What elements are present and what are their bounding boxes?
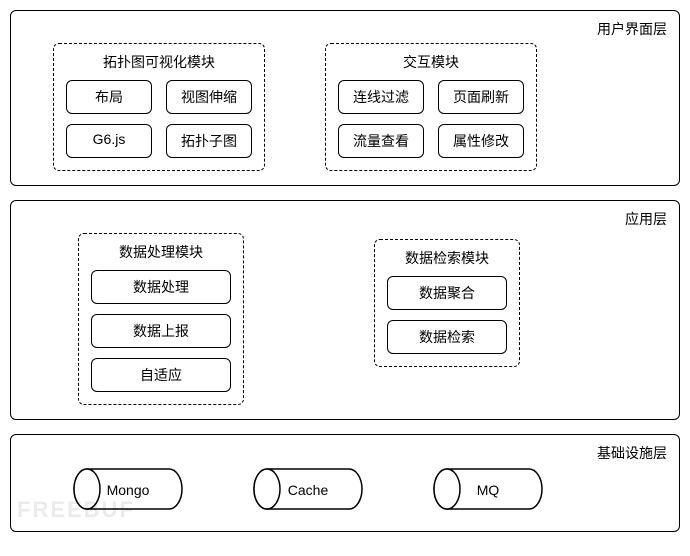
layer-infra: 基础设施层 Mongo Cache MQ [10, 434, 680, 532]
layer-infra-cylinders: Mongo Cache MQ [23, 467, 667, 511]
cylinder-mongo-label: Mongo [73, 482, 183, 498]
layer-app: 应用层 数据处理模块 数据处理 数据上报 自适应 数据检索模块 数据聚合 数据检… [10, 200, 680, 420]
cylinder-mongo: Mongo [73, 467, 183, 511]
item-data-retrieval: 数据检索 [387, 320, 507, 354]
item-traffic-view: 流量查看 [338, 124, 424, 158]
item-link-filter: 连线过滤 [338, 80, 424, 114]
item-view-scale: 视图伸缩 [166, 80, 252, 114]
item-data-report: 数据上报 [91, 314, 231, 348]
module-retrieval-items: 数据聚合 数据检索 [387, 276, 507, 354]
module-topology-items: 布局 视图伸缩 G6.js 拓扑子图 [66, 80, 252, 158]
layer-app-title: 应用层 [23, 209, 667, 229]
module-processing: 数据处理模块 数据处理 数据上报 自适应 [78, 233, 244, 405]
item-data-aggregate: 数据聚合 [387, 276, 507, 310]
layer-ui-modules: 拓扑图可视化模块 布局 视图伸缩 G6.js 拓扑子图 交互模块 连线过滤 页面… [23, 43, 667, 171]
layer-infra-title: 基础设施层 [23, 443, 667, 463]
module-retrieval: 数据检索模块 数据聚合 数据检索 [374, 239, 520, 367]
cylinder-cache: Cache [253, 467, 363, 511]
layer-ui: 用户界面层 拓扑图可视化模块 布局 视图伸缩 G6.js 拓扑子图 交互模块 连… [10, 10, 680, 186]
item-layout: 布局 [66, 80, 152, 114]
module-interaction-items: 连线过滤 页面刷新 流量查看 属性修改 [338, 80, 524, 158]
item-adaptive: 自适应 [91, 358, 231, 392]
cylinder-cache-label: Cache [253, 482, 363, 498]
module-retrieval-title: 数据检索模块 [387, 248, 507, 268]
item-page-refresh: 页面刷新 [438, 80, 524, 114]
module-interaction-title: 交互模块 [338, 52, 524, 72]
item-g6js: G6.js [66, 124, 152, 158]
module-processing-items: 数据处理 数据上报 自适应 [91, 270, 231, 392]
cylinder-mq-label: MQ [433, 482, 543, 498]
item-data-processing: 数据处理 [91, 270, 231, 304]
module-interaction: 交互模块 连线过滤 页面刷新 流量查看 属性修改 [325, 43, 537, 171]
layer-ui-title: 用户界面层 [23, 19, 667, 39]
cylinder-mq: MQ [433, 467, 543, 511]
module-topology: 拓扑图可视化模块 布局 视图伸缩 G6.js 拓扑子图 [53, 43, 265, 171]
layer-app-modules: 数据处理模块 数据处理 数据上报 自适应 数据检索模块 数据聚合 数据检索 [23, 233, 667, 405]
item-sub-topology: 拓扑子图 [166, 124, 252, 158]
module-processing-title: 数据处理模块 [91, 242, 231, 262]
module-topology-title: 拓扑图可视化模块 [66, 52, 252, 72]
item-property-edit: 属性修改 [438, 124, 524, 158]
